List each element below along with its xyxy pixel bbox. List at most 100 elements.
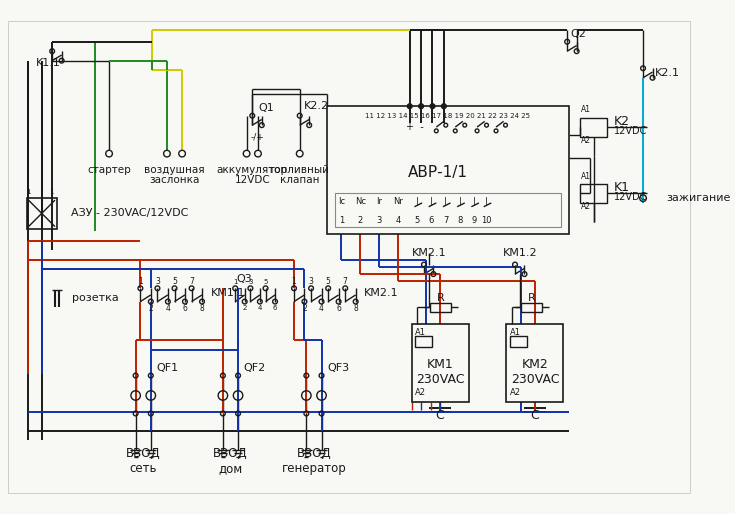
Text: Ir: Ir xyxy=(376,196,382,206)
Text: 8: 8 xyxy=(200,304,204,313)
Text: K1.1: K1.1 xyxy=(36,58,61,67)
Text: K2.2: K2.2 xyxy=(304,101,329,111)
Text: -/+: -/+ xyxy=(250,132,264,141)
Text: ВВОД
генератор: ВВОД генератор xyxy=(282,447,346,475)
Text: 4: 4 xyxy=(165,304,171,313)
Text: K1: K1 xyxy=(614,181,630,194)
Text: 2: 2 xyxy=(243,305,247,311)
Text: KM2.1: KM2.1 xyxy=(412,248,446,258)
Text: 2: 2 xyxy=(148,304,153,313)
Text: |: | xyxy=(473,196,476,206)
Text: топливный: топливный xyxy=(269,165,330,175)
Text: A1: A1 xyxy=(510,328,521,337)
Text: C: C xyxy=(531,409,539,422)
Text: A1: A1 xyxy=(415,328,426,337)
Text: 1: 1 xyxy=(233,279,237,285)
Text: 1: 1 xyxy=(339,215,344,225)
Text: 3: 3 xyxy=(309,277,314,286)
Text: аккумулятор: аккумулятор xyxy=(217,165,288,175)
Text: 6: 6 xyxy=(429,215,434,225)
Text: |: | xyxy=(485,196,488,206)
Text: 8: 8 xyxy=(457,215,462,225)
Text: KM1.2: KM1.2 xyxy=(503,248,537,258)
Text: 5: 5 xyxy=(326,277,331,286)
Text: 1: 1 xyxy=(292,277,296,286)
Text: 7: 7 xyxy=(443,215,448,225)
Text: 9: 9 xyxy=(472,215,477,225)
Text: 6: 6 xyxy=(182,304,187,313)
Text: 4: 4 xyxy=(319,304,324,313)
Text: A1: A1 xyxy=(581,172,590,181)
Bar xyxy=(581,118,607,137)
Text: ВВОД
дом: ВВОД дом xyxy=(213,447,248,475)
Text: 4: 4 xyxy=(258,305,262,311)
Bar xyxy=(581,184,607,203)
Text: |: | xyxy=(445,196,447,206)
Circle shape xyxy=(442,104,446,108)
Text: 1: 1 xyxy=(138,277,143,286)
Text: 12VDC: 12VDC xyxy=(614,126,647,136)
Text: 7: 7 xyxy=(343,277,348,286)
Text: Q1: Q1 xyxy=(259,103,274,113)
Text: K2: K2 xyxy=(614,115,630,128)
Text: R: R xyxy=(528,293,536,303)
Text: 12VDC: 12VDC xyxy=(614,192,647,202)
Text: R: R xyxy=(437,293,445,303)
Text: 3: 3 xyxy=(377,215,382,225)
Bar xyxy=(415,336,432,347)
Bar xyxy=(510,336,527,347)
Text: 7: 7 xyxy=(189,277,194,286)
Text: Q3: Q3 xyxy=(237,274,253,284)
Text: KM2.1: KM2.1 xyxy=(365,288,399,298)
Text: стартер: стартер xyxy=(87,165,131,175)
Text: 1: 1 xyxy=(49,189,54,195)
Text: 10: 10 xyxy=(481,215,492,225)
Bar xyxy=(430,303,451,312)
Text: АЗУ - 230VAC/12VDC: АЗУ - 230VAC/12VDC xyxy=(71,208,188,218)
Text: Q2: Q2 xyxy=(570,29,587,39)
Text: KM1.1: KM1.1 xyxy=(210,288,245,298)
Text: Nc: Nc xyxy=(355,196,366,206)
Text: 4: 4 xyxy=(395,215,401,225)
Circle shape xyxy=(430,104,435,108)
Text: |: | xyxy=(459,196,462,206)
Text: +  -: + - xyxy=(406,122,423,132)
Text: розетка: розетка xyxy=(72,293,119,303)
Bar xyxy=(335,193,562,227)
Text: воздушная: воздушная xyxy=(144,165,205,175)
Text: зажигание: зажигание xyxy=(667,193,731,203)
Circle shape xyxy=(407,104,412,108)
Text: 3: 3 xyxy=(248,279,253,285)
Text: QF3: QF3 xyxy=(327,363,349,373)
Text: A1: A1 xyxy=(581,105,590,115)
Text: Nr: Nr xyxy=(393,196,404,206)
Text: A2: A2 xyxy=(510,388,521,397)
Text: A2: A2 xyxy=(415,388,426,397)
Text: 6: 6 xyxy=(273,305,277,311)
Text: |: | xyxy=(430,196,433,206)
Text: клапан: клапан xyxy=(280,175,320,185)
Text: 1: 1 xyxy=(26,189,31,195)
Text: 6: 6 xyxy=(336,304,341,313)
Text: A2: A2 xyxy=(581,202,590,211)
Text: ВВОД
сеть: ВВОД сеть xyxy=(126,447,160,475)
Text: заслонка: заслонка xyxy=(149,175,200,185)
Text: 8: 8 xyxy=(354,304,358,313)
Text: 5: 5 xyxy=(415,215,420,225)
Text: 2: 2 xyxy=(302,304,306,313)
Text: KM2
230VAC: KM2 230VAC xyxy=(511,358,559,386)
Bar xyxy=(412,324,468,402)
Text: QF2: QF2 xyxy=(244,363,266,373)
Text: |: | xyxy=(416,196,419,206)
Text: 2: 2 xyxy=(358,215,363,225)
Text: 11 12 13 14 15 16 17 18 19 20 21 22 23 24 25: 11 12 13 14 15 16 17 18 19 20 21 22 23 2… xyxy=(365,113,530,119)
Bar xyxy=(506,324,563,402)
Bar xyxy=(327,106,569,234)
Text: QF1: QF1 xyxy=(157,363,179,373)
Text: C: C xyxy=(436,409,445,422)
Text: KM1
230VAC: KM1 230VAC xyxy=(416,358,465,386)
Circle shape xyxy=(419,104,423,108)
Text: 5: 5 xyxy=(172,277,177,286)
Text: 3: 3 xyxy=(155,277,160,286)
Text: Ic: Ic xyxy=(338,196,345,206)
